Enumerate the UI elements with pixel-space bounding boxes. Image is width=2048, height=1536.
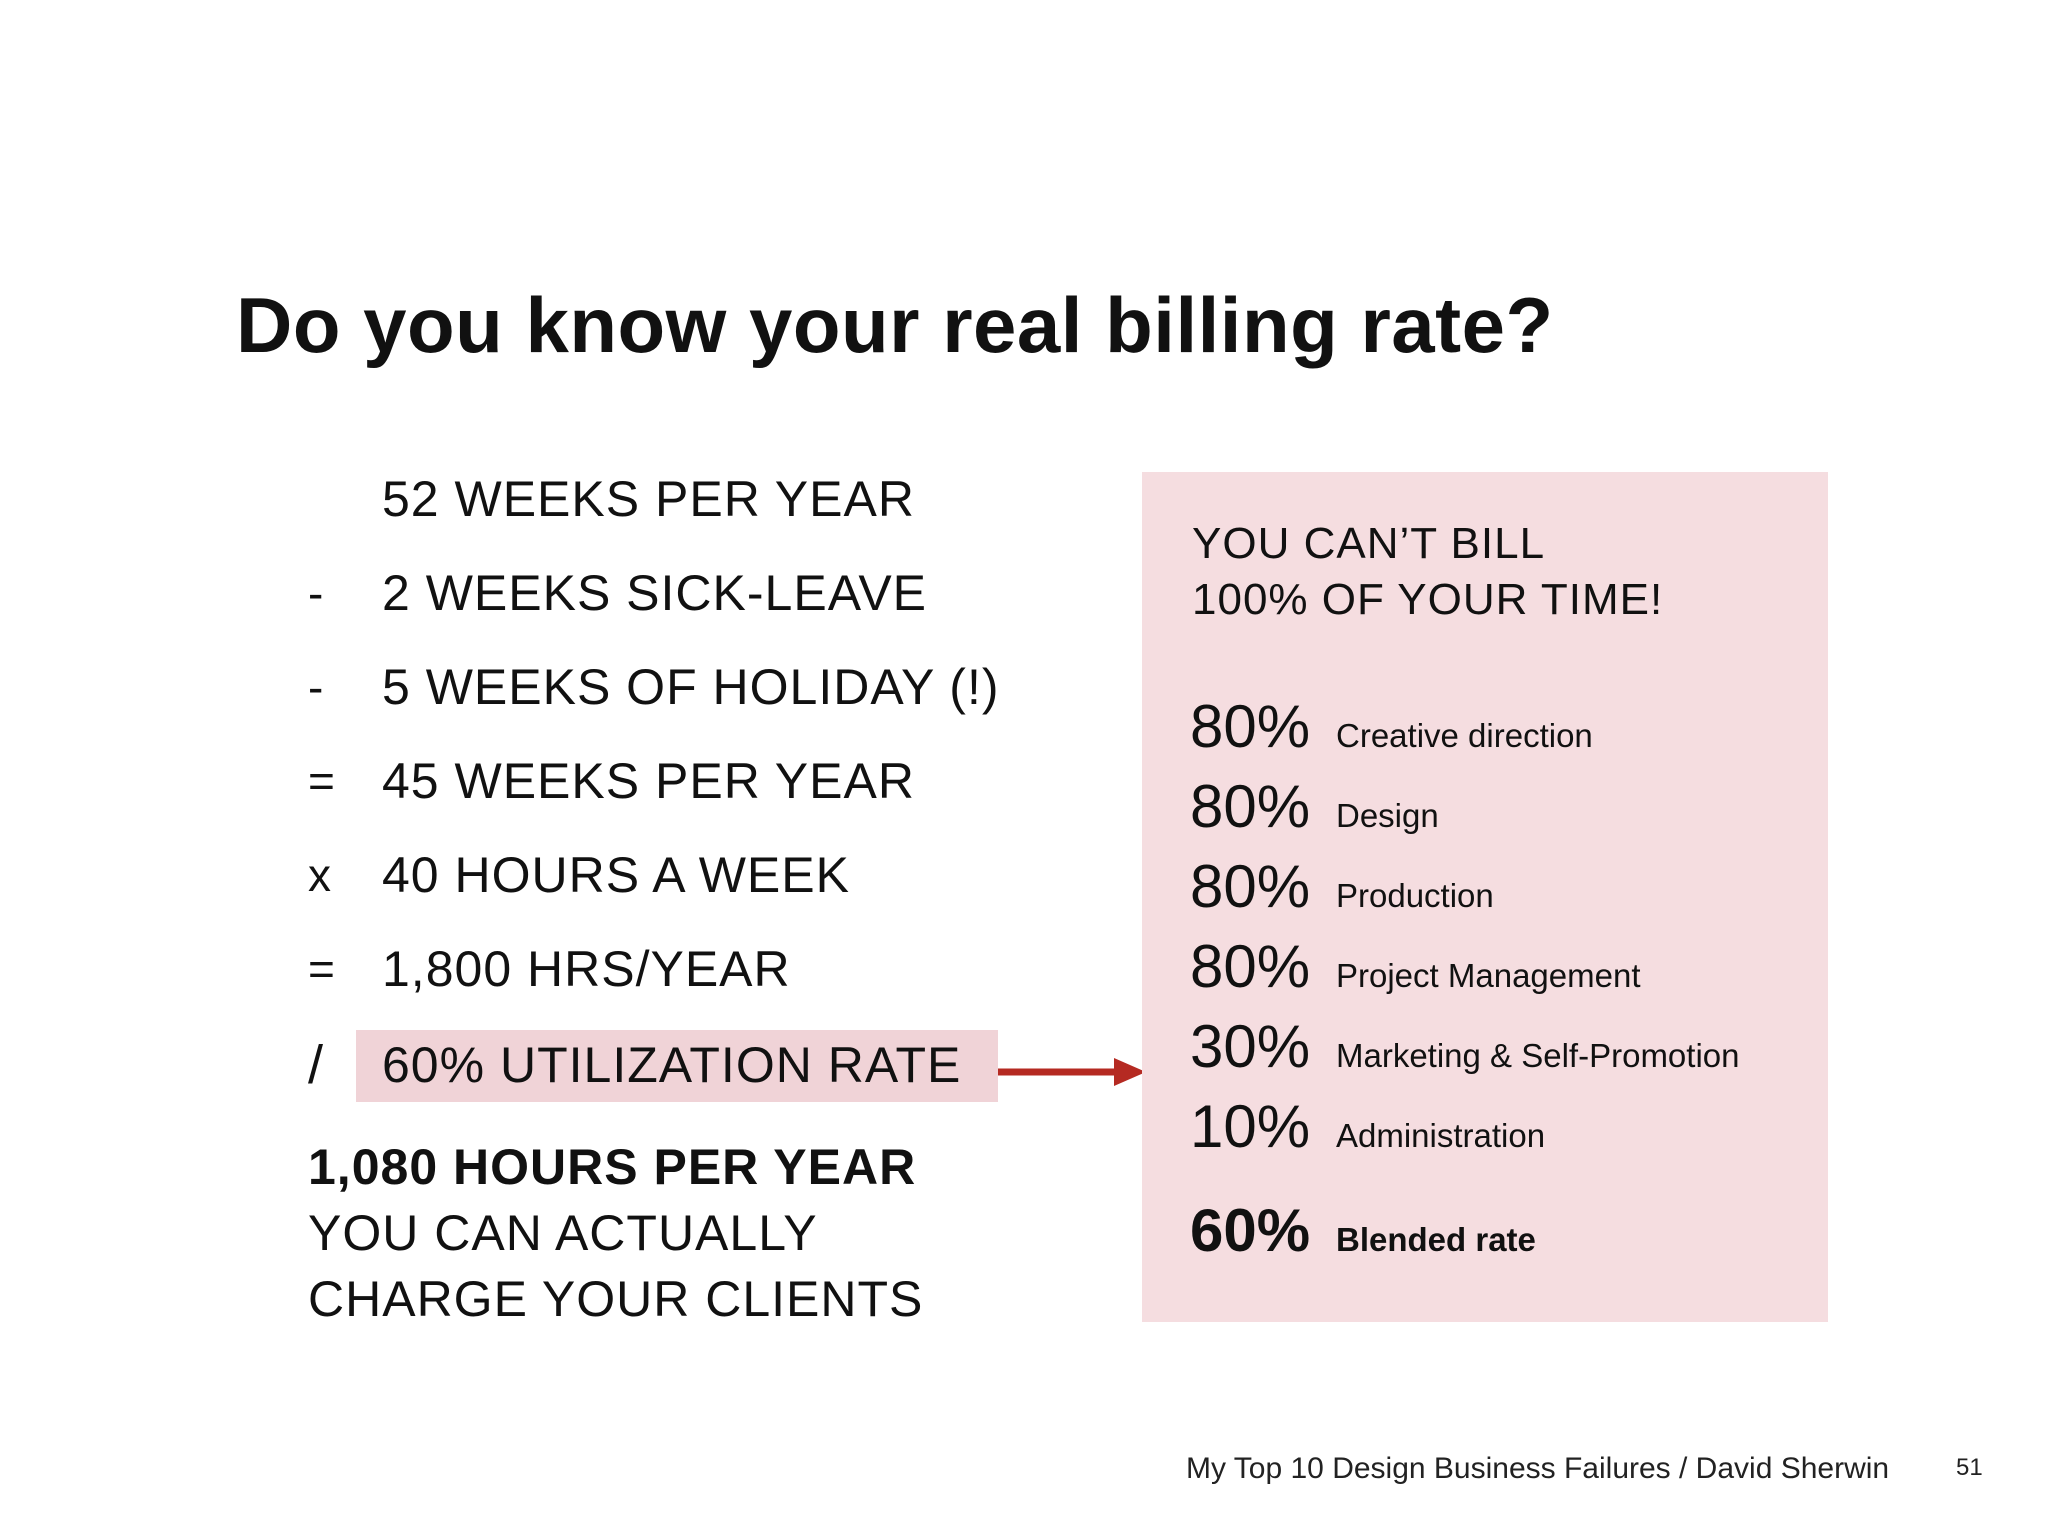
- calc-step-text: 40 HOURS A WEEK: [382, 847, 850, 903]
- slide-title: Do you know your real billing rate?: [236, 281, 1554, 369]
- billable-rates-panel: YOU CAN’T BILL 100% OF YOUR TIME! 80% Cr…: [1142, 472, 1828, 1322]
- rate-percent: 80%: [1190, 853, 1311, 920]
- panel-heading-line: 100% OF YOUR TIME!: [1192, 575, 1664, 624]
- panel-heading: YOU CAN’T BILL 100% OF YOUR TIME!: [1192, 516, 1663, 628]
- blended-rate-percent: 60%: [1190, 1197, 1311, 1264]
- utilization-highlight: 60% UTILIZATION RATE: [356, 1030, 998, 1102]
- rate-percent: 80%: [1190, 693, 1311, 760]
- calc-step-text: 2 WEEKS SICK-LEAVE: [382, 565, 928, 621]
- calc-operator: x: [308, 849, 331, 901]
- calc-step-text: 52 WEEKS PER YEAR: [382, 471, 915, 527]
- calc-row-sick-leave: - 2 WEEKS SICK-LEAVE: [0, 558, 1040, 628]
- result-line: CHARGE YOUR CLIENTS: [308, 1271, 924, 1327]
- result-line: YOU CAN ACTUALLY: [308, 1205, 818, 1261]
- result-summary: 1,080 HOURS PER YEAR YOU CAN ACTUALLY CH…: [308, 1134, 923, 1332]
- calc-row-working-weeks: = 45 WEEKS PER YEAR: [0, 746, 1040, 816]
- arrow-right-icon: [998, 1058, 1146, 1086]
- calc-operator: =: [308, 755, 335, 807]
- calc-step-text: 1,800 HRS/YEAR: [382, 941, 791, 997]
- calc-row-weeks-per-year: 52 WEEKS PER YEAR: [0, 464, 1040, 534]
- calc-operator: /: [308, 1035, 324, 1095]
- calc-operator: -: [308, 661, 324, 713]
- calc-row-hours-per-year: = 1,800 HRS/YEAR: [0, 934, 1040, 1004]
- calc-step-text: 45 WEEKS PER YEAR: [382, 753, 915, 809]
- blended-rate-label: Blended rate: [1336, 1221, 1536, 1258]
- rate-percent: 10%: [1190, 1093, 1311, 1160]
- rate-label: Administration: [1336, 1117, 1546, 1154]
- rate-label: Creative direction: [1336, 717, 1593, 754]
- rate-label: Project Management: [1336, 957, 1641, 994]
- rate-label: Design: [1336, 797, 1439, 834]
- rate-percent: 80%: [1190, 773, 1311, 840]
- page-number: 51: [1956, 1454, 1983, 1481]
- calc-step-text: 60% UTILIZATION RATE: [382, 1037, 962, 1093]
- calc-operator: =: [308, 943, 335, 995]
- calc-operator: -: [308, 567, 324, 619]
- calc-row-utilization: / 60% UTILIZATION RATE: [0, 1030, 1040, 1102]
- panel-heading-line: YOU CAN’T BILL: [1192, 519, 1546, 568]
- rate-label: Marketing & Self-Promotion: [1336, 1037, 1740, 1074]
- calc-step-text: 5 WEEKS OF HOLIDAY (!): [382, 659, 1000, 715]
- result-hours: 1,080 HOURS PER YEAR: [308, 1139, 917, 1195]
- calc-row-hours-per-week: x 40 HOURS A WEEK: [0, 840, 1040, 910]
- slide-footer: My Top 10 Design Business Failures / Dav…: [1186, 1452, 1890, 1485]
- rate-percent: 30%: [1190, 1013, 1311, 1080]
- rate-label: Production: [1336, 877, 1494, 914]
- rate-percent: 80%: [1190, 933, 1311, 1000]
- calc-row-holiday: - 5 WEEKS OF HOLIDAY (!): [0, 652, 1040, 722]
